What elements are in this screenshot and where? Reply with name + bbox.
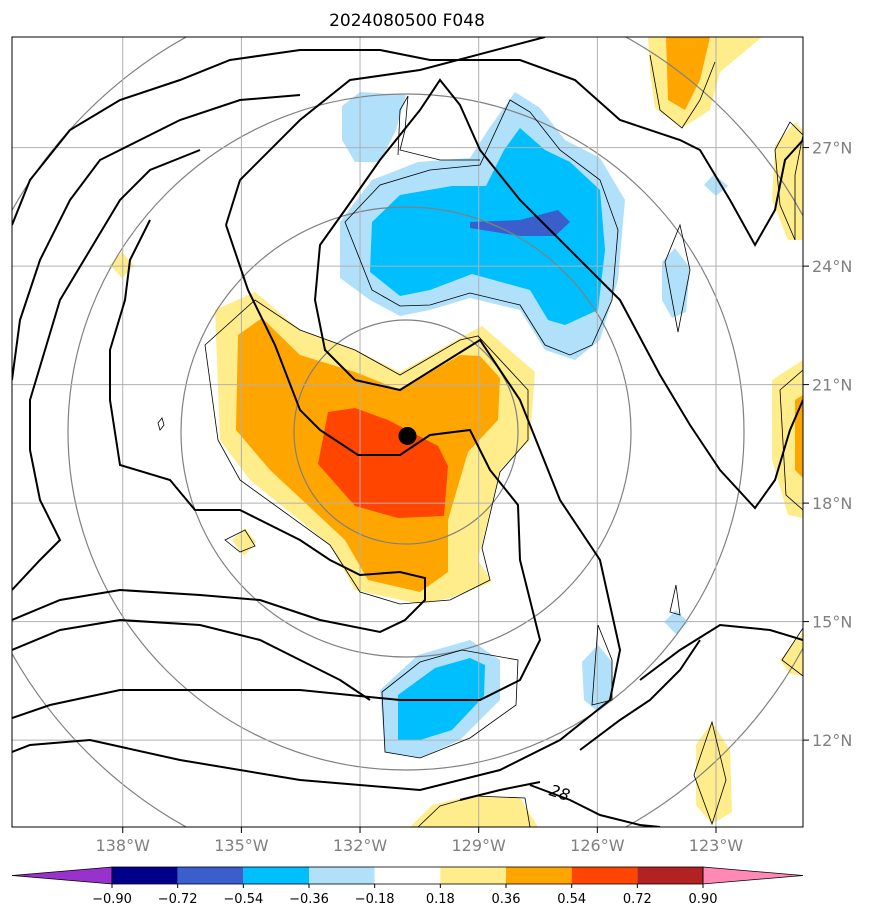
shade-warm-patch-7	[696, 722, 732, 824]
colorbar-box-6	[506, 867, 572, 884]
thick-contour-12	[639, 623, 803, 681]
colorbar-tick-label-5: 0.18	[426, 892, 455, 907]
colorbar-box-4	[374, 867, 441, 884]
colorbar-box-1	[177, 867, 244, 884]
colorbar-tick-label-6: 0.36	[492, 892, 521, 907]
thick-contour-7	[12, 149, 201, 591]
colorbar-box-2	[243, 867, 309, 884]
shade-warm-patch-1	[232, 528, 256, 556]
colorbar-extend-low	[11, 866, 113, 885]
thick-contour-6	[12, 94, 301, 381]
colorbar-tick-label-8: 0.72	[623, 892, 652, 907]
thin-contour-9	[774, 121, 803, 241]
x-tick-label-4: 126°W	[570, 836, 625, 855]
thick-contour-4	[313, 78, 803, 510]
shade-cool-light-nw	[342, 92, 406, 162]
thin-contour-10	[779, 369, 803, 511]
thin-contour-13	[224, 529, 256, 553]
thick-contours	[12, 37, 803, 827]
thick-contour-8	[12, 219, 426, 634]
thin-contour-6	[591, 624, 613, 706]
gridlines	[12, 37, 803, 827]
colorbar-box-3	[309, 867, 375, 884]
colorbar-tick-label-9: 0.90	[689, 892, 718, 907]
thin-contour-11	[693, 720, 727, 826]
map-area: 28	[12, 37, 803, 827]
x-tick-label-5: 123°W	[689, 836, 744, 855]
thick-contour-10	[529, 784, 661, 827]
y-tick-label-0: 12°N	[812, 731, 852, 750]
thick-contour-1	[225, 37, 546, 226]
shade-warm-patch-3b	[666, 37, 710, 110]
thin-contour-5	[664, 223, 691, 333]
x-tick-label-0: 138°W	[96, 836, 151, 855]
thin-contour-7	[669, 584, 681, 616]
thin-contour-4	[381, 649, 519, 759]
range-ring-3	[67, 93, 745, 771]
colorbar-tick-label-4: −0.18	[355, 892, 395, 907]
colorbar-extend-high	[702, 866, 804, 885]
thick-contour-13	[579, 639, 701, 751]
colorbar-frame	[111, 866, 704, 885]
range-ring-2	[180, 206, 632, 658]
colorbar: −0.90 −0.72 −0.54 −0.36 −0.18 0.18 0.36 0.54 0.7…	[11, 866, 804, 907]
shade-cool-patch-1	[662, 248, 690, 318]
colorbar-box-7	[571, 867, 638, 884]
x-axis-ticks: 138°W 135°W 132°W 129°W 126°W 123°W	[96, 827, 744, 855]
shade-warm-patch-8	[410, 796, 538, 827]
y-tick-label-1: 15°N	[812, 613, 852, 632]
storm-center-marker	[398, 426, 417, 445]
thin-contours	[157, 54, 803, 827]
thin-contour-2	[344, 99, 619, 356]
range-ring-1	[293, 319, 519, 545]
thin-contour-12	[157, 417, 165, 431]
colorbar-tick-label-7: 0.54	[557, 892, 586, 907]
chart-title: 2024080500 F048	[329, 11, 485, 31]
x-tick-label-2: 132°W	[333, 836, 388, 855]
map-frame	[11, 36, 804, 828]
y-tick-label-2: 18°N	[812, 494, 852, 513]
x-tick-label-1: 135°W	[214, 836, 269, 855]
x-tick-label-3: 129°W	[452, 836, 507, 855]
thick-contour-5	[12, 49, 803, 248]
y-axis-ticks: 12°N 15°N 18°N 21°N 24°N 27°N	[803, 139, 852, 750]
colorbar-tick-label-0: −0.90	[92, 892, 132, 907]
y-tick-label-5: 27°N	[812, 139, 852, 158]
thick-contour-2	[12, 224, 542, 719]
colorbar-tick-label-1: −0.72	[158, 892, 198, 907]
colorbar-box-5	[440, 867, 506, 884]
thick-contour-3	[12, 338, 622, 792]
colorbar-box-8	[637, 867, 703, 884]
thick-contour-9	[12, 618, 371, 701]
y-tick-label-4: 24°N	[812, 257, 852, 276]
thin-contour-14	[781, 627, 803, 677]
shade-warm-patch-6	[780, 632, 803, 676]
range-rings	[12, 37, 803, 827]
colorbar-tick-label-2: −0.54	[223, 892, 263, 907]
thin-contour-8	[649, 54, 716, 129]
thick-contour-11	[459, 781, 541, 801]
thin-contour-1	[204, 299, 529, 605]
colorbar-tick-label-3: −0.36	[289, 892, 329, 907]
colorbar-box-0	[112, 867, 178, 884]
shade-cool-dark-north	[470, 210, 570, 236]
y-tick-label-3: 21°N	[812, 376, 852, 395]
